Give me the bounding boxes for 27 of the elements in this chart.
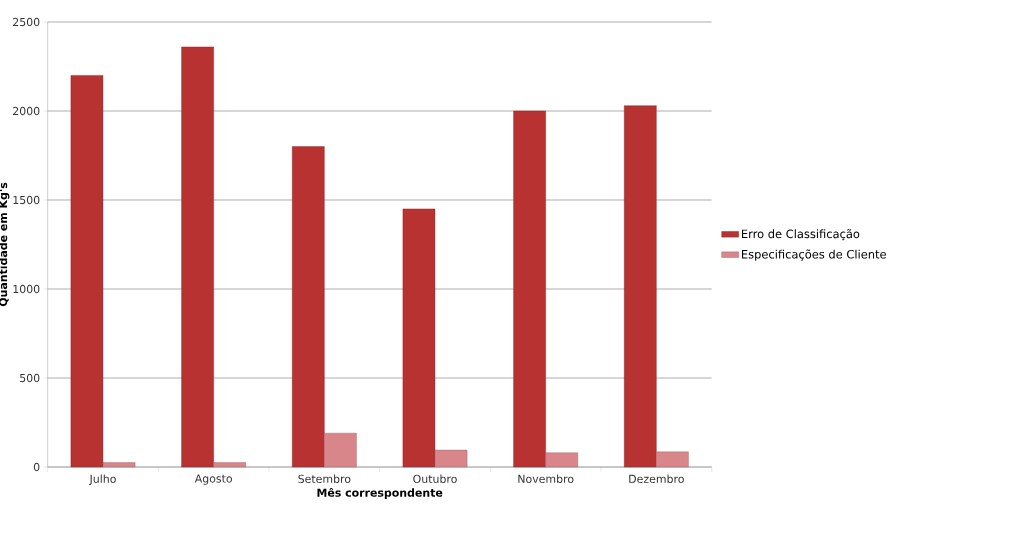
bar <box>513 110 546 468</box>
bar <box>324 432 357 468</box>
bar <box>102 462 136 468</box>
y-tick-label: 1000 <box>13 284 40 294</box>
x-tick-label: Novembro <box>518 474 574 483</box>
y-tick-label: 0 <box>33 462 40 472</box>
bar <box>434 449 468 468</box>
y-tick-label: 500 <box>20 373 40 383</box>
y-tick-label: 1500 <box>13 195 40 205</box>
legend-label: Especificações de Cliente <box>742 249 886 261</box>
x-tick-label: Outubro <box>413 474 457 483</box>
bar <box>213 462 246 468</box>
bar <box>656 451 689 468</box>
x-tick-label: Dezembro <box>629 474 684 483</box>
y-tick-label: 2000 <box>13 106 40 116</box>
x-tick-label: Setembro <box>298 474 351 483</box>
bar <box>181 46 214 468</box>
x-tick-label: Agosto <box>194 474 233 485</box>
bar <box>545 452 578 468</box>
bar <box>70 75 104 468</box>
bar <box>402 208 436 468</box>
bar <box>624 105 657 468</box>
x-tick-label: Julho <box>89 474 116 486</box>
legend-label: Erro de Classificação <box>742 229 860 241</box>
y-tick-label: 2500 <box>13 17 40 27</box>
x-axis-title: Mês correspondente <box>317 487 443 499</box>
bar <box>292 146 325 468</box>
